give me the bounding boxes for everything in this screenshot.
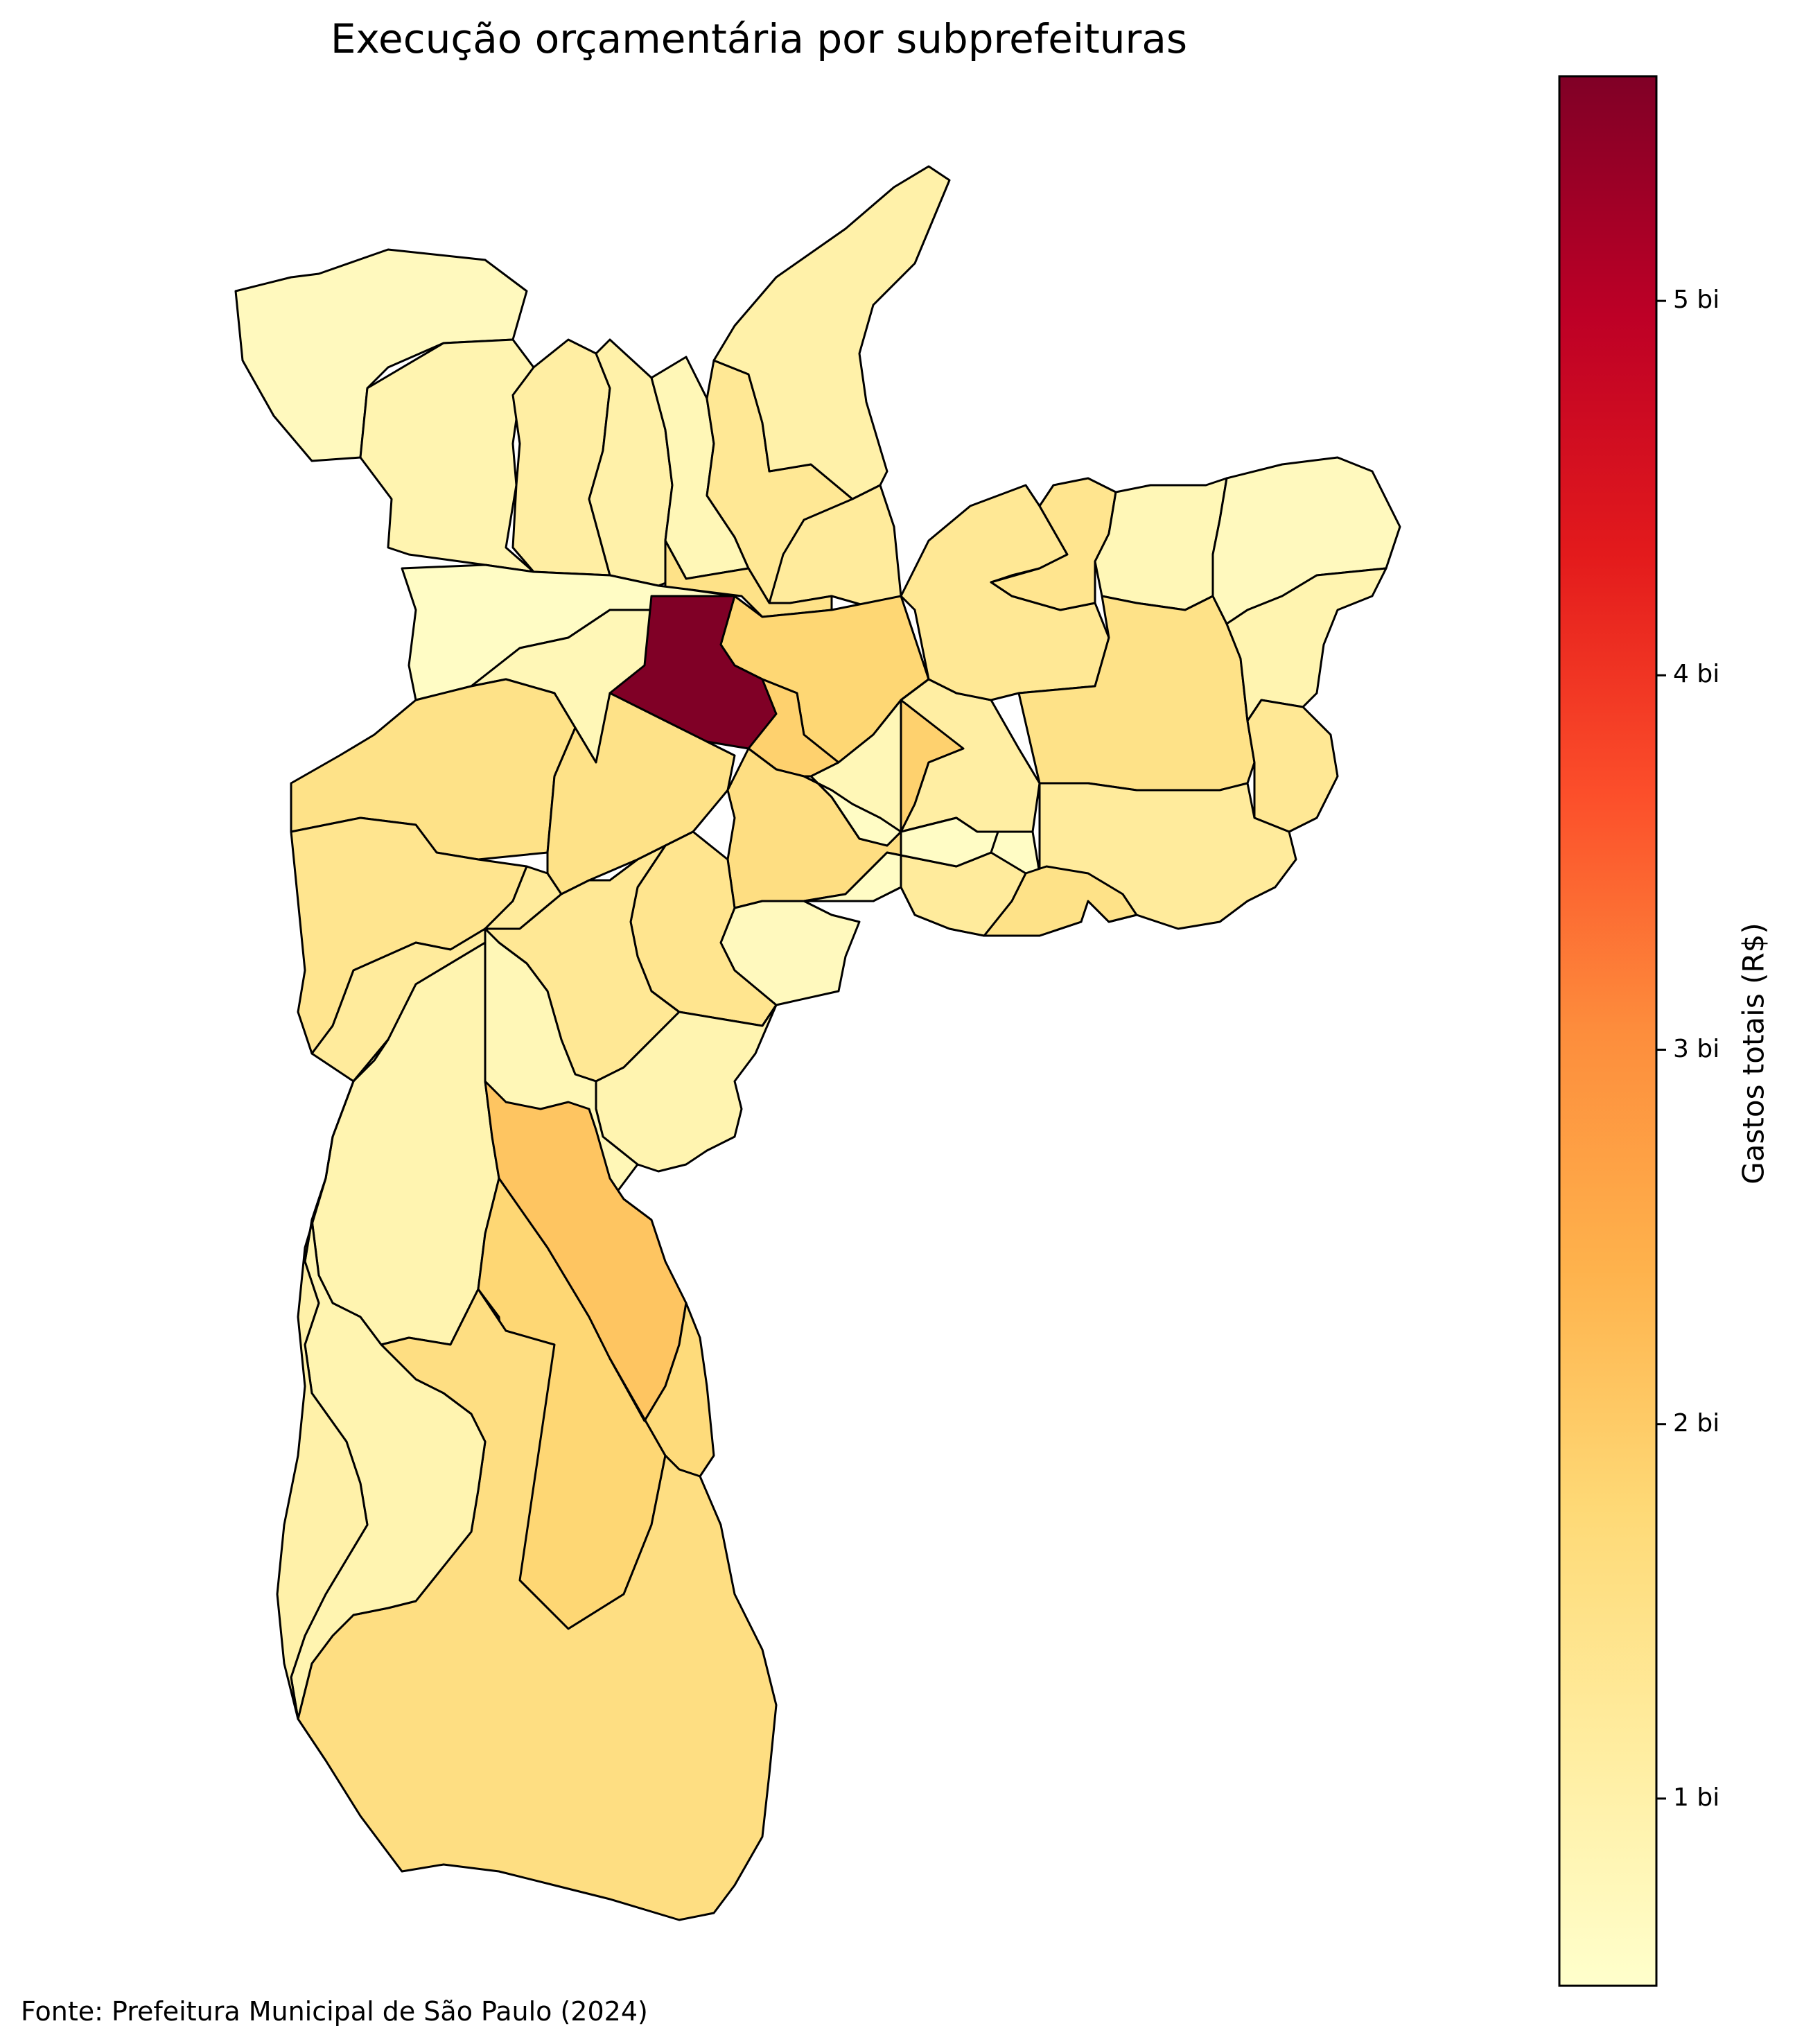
source-note: Fonte: Prefeitura Municipal de São Paulo… (21, 1996, 648, 2027)
subprefeitura-region (1094, 477, 1228, 611)
subprefeitura-region (276, 1038, 389, 1720)
subprefeitura-region (712, 165, 951, 500)
colorbar-label: Gastos totais (R$) (1736, 923, 1771, 1185)
colorbar-tick-label: 1 bi (1673, 1783, 1720, 1812)
colorbar-ticks (1656, 299, 1666, 1800)
map-title: Execução orçamentária por subprefeituras (330, 15, 1188, 62)
subprefeitura-region (990, 477, 1117, 611)
subprefeitura-region (511, 338, 611, 577)
colorbar-tick-label: 3 bi (1673, 1034, 1720, 1063)
subprefeituras-regions (234, 165, 1401, 1921)
colorbar-tick-label: 5 bi (1673, 286, 1720, 315)
colorbar-tick-label: 2 bi (1673, 1408, 1720, 1438)
colorbar (1558, 75, 1658, 1987)
subprefeitura-region (803, 775, 999, 902)
colorbar-tick-label: 4 bi (1673, 660, 1720, 689)
subprefeitura-region (1246, 699, 1339, 833)
subprefeitura-region (359, 338, 535, 573)
